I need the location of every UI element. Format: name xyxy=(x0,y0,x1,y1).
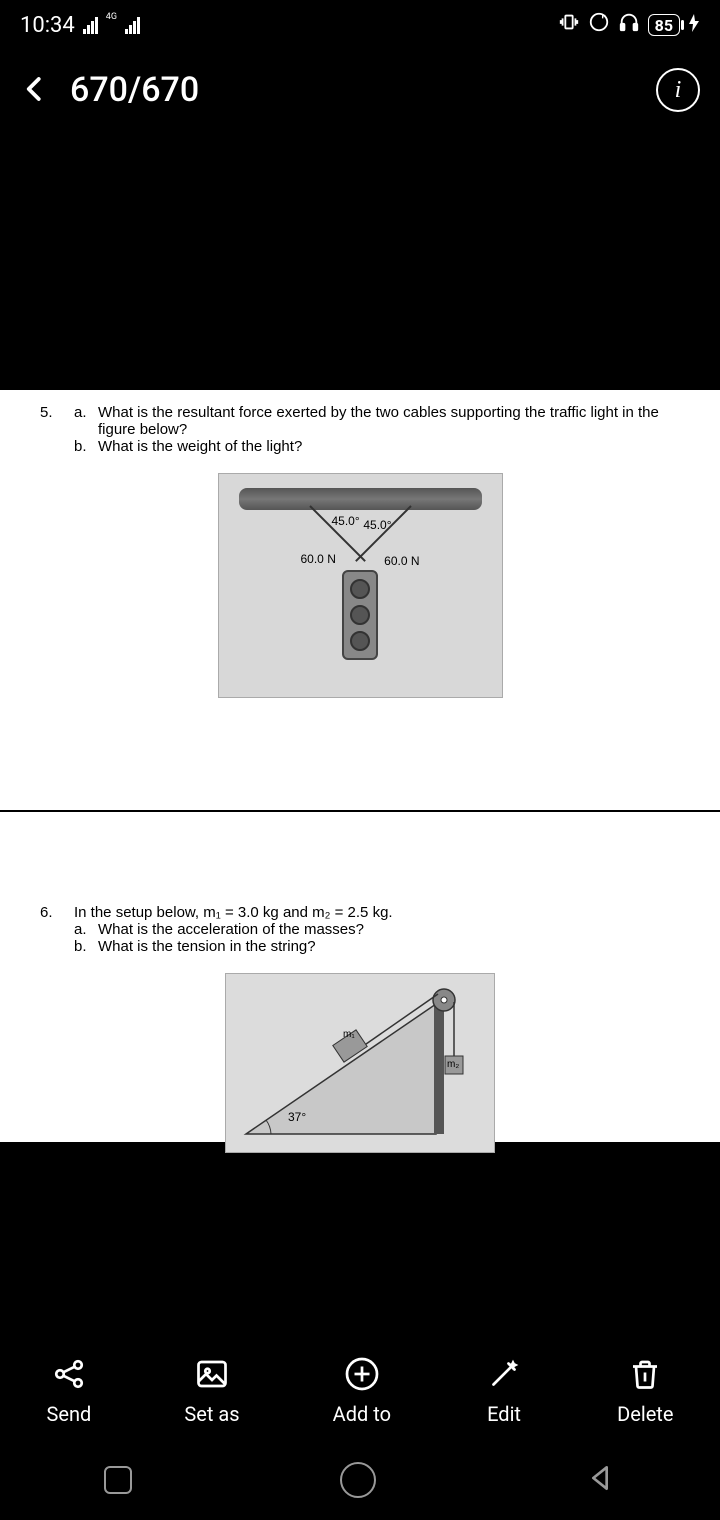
system-nav-bar xyxy=(0,1440,720,1520)
share-icon xyxy=(49,1354,89,1394)
document-page-1: 5. a. What is the resultant force exerte… xyxy=(0,390,720,810)
wand-icon xyxy=(484,1354,524,1394)
nav-recent[interactable] xyxy=(104,1466,132,1494)
signal-icon-2 xyxy=(125,17,140,34)
setas-button[interactable]: Set as xyxy=(184,1354,239,1426)
status-bar: 10:34 4G 85 xyxy=(0,0,720,50)
headphones-icon xyxy=(618,11,640,39)
problem-6-intro: In the setup below, m₁ = 3.0 kg and m₂ =… xyxy=(74,904,393,921)
problem-6a-text: What is the acceleration of the masses? xyxy=(98,921,364,938)
angle-right-label: 45.0° xyxy=(363,518,391,532)
delete-button[interactable]: Delete xyxy=(617,1354,673,1426)
problem-number: 5. xyxy=(40,404,62,455)
traffic-light-figure: 45.0° 45.0° 60.0 N 60.0 N xyxy=(40,473,680,698)
problem-number: 6. xyxy=(40,904,62,955)
light-green xyxy=(350,631,370,651)
delete-label: Delete xyxy=(617,1402,673,1426)
clock: 10:34 xyxy=(20,13,75,38)
edit-label: Edit xyxy=(487,1402,521,1426)
problem-6b-text: What is the tension in the string? xyxy=(98,938,316,955)
setas-label: Set as xyxy=(184,1402,239,1426)
charging-icon xyxy=(688,13,700,38)
send-label: Send xyxy=(47,1402,92,1426)
m1-label: m₁ xyxy=(343,1029,355,1040)
info-button[interactable]: i xyxy=(656,68,700,112)
edit-button[interactable]: Edit xyxy=(484,1354,524,1426)
action-bar: Send Set as Add to Edit Delete xyxy=(0,1340,720,1440)
problem-5b: b. What is the weight of the light? xyxy=(74,438,680,455)
problem-5a: a. What is the resultant force exerted b… xyxy=(74,404,680,438)
problem-5b-text: What is the weight of the light? xyxy=(98,438,302,455)
addto-button[interactable]: Add to xyxy=(333,1354,391,1426)
incline-figure: 37° m₁ m₂ xyxy=(40,973,680,1153)
traffic-light-body xyxy=(342,570,378,660)
trash-icon xyxy=(625,1354,665,1394)
problem-6: 6. In the setup below, m₁ = 3.0 kg and m… xyxy=(40,904,680,955)
addto-label: Add to xyxy=(333,1402,391,1426)
network-label: 4G xyxy=(106,12,117,22)
send-button[interactable]: Send xyxy=(47,1354,92,1426)
angle-label: 37° xyxy=(288,1110,306,1124)
nav-home[interactable] xyxy=(340,1462,376,1498)
status-left: 10:34 4G xyxy=(20,13,140,38)
light-yellow xyxy=(350,605,370,625)
page-counter: 670/670 xyxy=(70,70,199,110)
status-right: 85 xyxy=(558,11,700,39)
app-header: 670/670 i xyxy=(0,50,720,130)
nav-back[interactable] xyxy=(584,1462,616,1498)
image-viewport[interactable]: 5. a. What is the resultant force exerte… xyxy=(0,130,720,1340)
signal-icon-1 xyxy=(83,17,98,34)
refresh-stop-icon xyxy=(588,11,610,39)
battery-indicator: 85 xyxy=(648,14,680,36)
vibrate-icon xyxy=(558,11,580,39)
light-red xyxy=(350,579,370,599)
plus-icon xyxy=(342,1354,382,1394)
tension-right-label: 60.0 N xyxy=(384,554,419,568)
problem-6a: a. What is the acceleration of the masse… xyxy=(74,921,393,938)
image-icon xyxy=(192,1354,232,1394)
tension-left-label: 60.0 N xyxy=(301,552,336,566)
problem-5: 5. a. What is the resultant force exerte… xyxy=(40,404,680,455)
beam xyxy=(239,488,482,510)
m2-label: m₂ xyxy=(447,1059,459,1070)
problem-5a-text: What is the resultant force exerted by t… xyxy=(98,404,680,438)
angle-left-label: 45.0° xyxy=(332,514,360,528)
problem-6b: b. What is the tension in the string? xyxy=(74,938,393,955)
back-button[interactable] xyxy=(20,67,50,114)
document-page-2: 6. In the setup below, m₁ = 3.0 kg and m… xyxy=(0,812,720,1142)
